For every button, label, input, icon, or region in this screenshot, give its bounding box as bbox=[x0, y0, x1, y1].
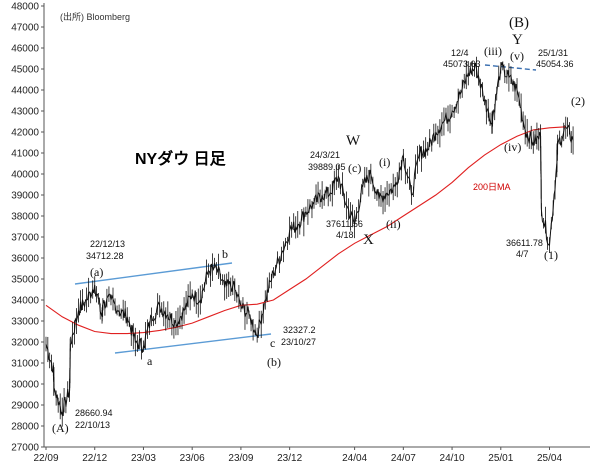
source-label: (出所) Bloomberg bbox=[60, 11, 130, 22]
y-tick-label: 44000 bbox=[11, 86, 39, 97]
annotation-date-X: 4/18 bbox=[336, 230, 354, 240]
y-tick-label: 39000 bbox=[11, 191, 39, 202]
upper-channel-line bbox=[74, 262, 233, 285]
annotation-date-1: 4/7 bbox=[516, 249, 529, 259]
y-tick-label: 30000 bbox=[11, 380, 39, 391]
annotation-value-c: 39889.05 bbox=[308, 162, 346, 172]
wave-label-i: (i) bbox=[379, 155, 390, 169]
top-connector-line bbox=[484, 64, 537, 71]
y-tick-label: 42000 bbox=[11, 128, 39, 139]
wave-label-A: (A) bbox=[52, 421, 69, 435]
y-tick-label: 32000 bbox=[11, 338, 39, 349]
y-tick-labels: 27000 28000 29000 30000 31000 32000 33000 34000… bbox=[11, 2, 44, 454]
annotation-date-b: 23/10/27 bbox=[281, 337, 316, 347]
y-tick-label: 38000 bbox=[11, 212, 39, 223]
chart-title: NYダウ 日足 bbox=[135, 149, 227, 168]
x-tick-label: 24/07 bbox=[391, 453, 416, 464]
ma-legend-label: 200日MA bbox=[473, 182, 511, 192]
wave-label-b: b bbox=[222, 247, 228, 261]
annotation-value-b: 32327.2 bbox=[283, 325, 316, 335]
x-tick-label: 23/03 bbox=[131, 453, 156, 464]
x-tick-label: 25/01 bbox=[488, 453, 513, 464]
wave-label-b-paren: (b) bbox=[267, 355, 281, 369]
annotation-value-1: 36611.78 bbox=[506, 238, 543, 248]
y-tick-label: 34000 bbox=[11, 296, 39, 307]
price-tick-marks bbox=[45, 56, 574, 427]
x-tick-label: 23/12 bbox=[277, 453, 302, 464]
wave-label-v: (v) bbox=[510, 49, 524, 63]
y-tick-label: 41000 bbox=[11, 149, 39, 160]
y-tick-label: 37000 bbox=[11, 233, 39, 244]
y-tick-label: 45000 bbox=[11, 65, 39, 76]
x-tick-label: 24/10 bbox=[440, 453, 465, 464]
y-tick-label: 40000 bbox=[11, 170, 39, 181]
wave-label-B: (B) bbox=[509, 15, 529, 31]
y-tick-label: 35000 bbox=[11, 275, 39, 286]
wave-label-ii: (ii) bbox=[386, 217, 401, 231]
lower-channel-line bbox=[114, 333, 272, 354]
wave-label-W: W bbox=[346, 133, 361, 149]
y-tick-label: 43000 bbox=[11, 107, 39, 118]
wave-label-2: (2) bbox=[571, 94, 585, 108]
annotation-date-v: 25/1/31 bbox=[538, 48, 568, 58]
y-tick-label: 36000 bbox=[11, 254, 39, 265]
y-tick-label: 29000 bbox=[11, 401, 39, 412]
wave-label-c-paren: (c) bbox=[348, 161, 361, 175]
y-tick-label: 27000 bbox=[11, 443, 39, 454]
y-tick-label: 28000 bbox=[11, 422, 39, 433]
wave-label-iv: (iv) bbox=[504, 140, 521, 154]
annotation-value-a: 34712.28 bbox=[86, 251, 124, 261]
wave-label-a: a bbox=[147, 354, 153, 368]
y-tick-label: 48000 bbox=[11, 2, 39, 13]
y-tick-label: 33000 bbox=[11, 317, 39, 328]
wave-label-1: (1) bbox=[544, 248, 558, 262]
x-tick-label: 24/04 bbox=[342, 453, 367, 464]
wave-label-Y: Y bbox=[512, 32, 523, 48]
annotation-date-A: 22/10/13 bbox=[75, 420, 110, 430]
annotation-date-a: 22/12/13 bbox=[90, 239, 125, 249]
annotation-value-A: 28660.94 bbox=[75, 408, 113, 418]
x-tick-labels: 22/09 22/12 23/03 23/06 23/09 23/12 24/04 24/07… bbox=[33, 447, 562, 464]
x-tick-label: 22/09 bbox=[33, 453, 58, 464]
y-tick-label: 31000 bbox=[11, 359, 39, 370]
y-tick-label: 47000 bbox=[11, 23, 39, 34]
annotation-value-v: 45054.36 bbox=[536, 59, 574, 69]
wave-label-X: X bbox=[363, 232, 374, 248]
annotation-date-c: 24/3/21 bbox=[310, 150, 340, 160]
x-tick-label: 25/04 bbox=[537, 453, 562, 464]
x-tick-label: 22/12 bbox=[82, 453, 107, 464]
wave-label-iii: (iii) bbox=[484, 44, 502, 58]
wave-label-c: c bbox=[270, 336, 275, 350]
x-tick-label: 23/06 bbox=[180, 453, 205, 464]
wave-label-a-paren: (a) bbox=[90, 265, 103, 279]
x-tick-label: 23/09 bbox=[228, 453, 253, 464]
y-tick-label: 46000 bbox=[11, 44, 39, 55]
annotation-date-iii: 12/4 bbox=[451, 48, 469, 58]
annotation-value-iii: 45073.63 bbox=[443, 59, 481, 69]
annotation-value-X: 37611.56 bbox=[326, 219, 363, 229]
ma-series-line bbox=[45, 126, 566, 335]
